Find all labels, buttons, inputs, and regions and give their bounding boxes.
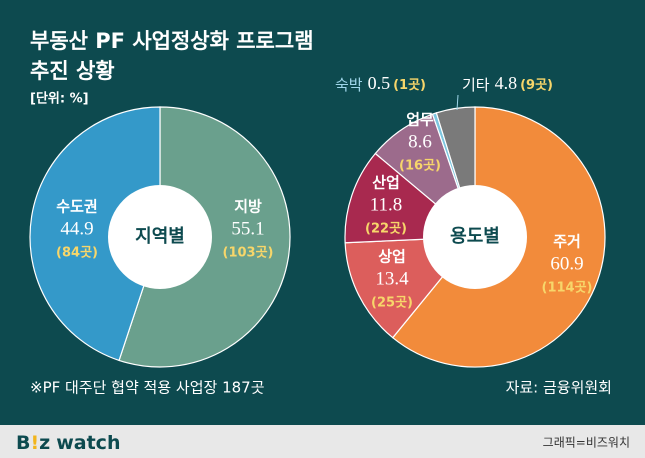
slice-name: 주거	[553, 233, 581, 251]
slice-name: 수도권	[56, 198, 97, 216]
slice-name: 숙박	[335, 76, 363, 94]
slice-value: 55.1	[231, 218, 264, 239]
logo-mark: !	[30, 432, 39, 454]
slice-value: 44.9	[60, 218, 93, 239]
leader-line	[456, 94, 459, 111]
slice-count: (22곳)	[365, 222, 407, 237]
slice-label: 숙박 0.5 (1곳)	[335, 73, 426, 93]
slice-count: (16곳)	[399, 159, 441, 174]
slice-value: 0.5	[368, 73, 391, 93]
center-label: 용도별	[450, 226, 500, 247]
note: ※PF 대주단 협약 적용 사업장 187곳	[30, 379, 265, 397]
logo-watch: watch	[56, 432, 120, 454]
slice-count: (9곳)	[520, 78, 553, 93]
center-circle	[108, 185, 212, 289]
slice-label: 기타 4.8 (9곳)	[462, 73, 553, 93]
logo: B!z watch	[16, 432, 120, 454]
slice-name: 업무	[406, 111, 434, 129]
slice-value: 13.4	[375, 268, 409, 289]
slice-value: 4.8	[495, 73, 518, 93]
title: 부동산 PF 사업정상화 프로그램	[30, 29, 314, 53]
slice-value: 11.8	[370, 194, 403, 215]
logo-b: B	[16, 432, 30, 454]
slice-value: 60.9	[550, 253, 583, 274]
logo-z: z	[39, 432, 50, 454]
center-label: 지역별	[135, 226, 185, 247]
slice-count: (103곳)	[223, 246, 274, 261]
pie-slice	[29, 106, 161, 362]
slice-name: 산업	[372, 174, 400, 192]
slice-name: 상업	[378, 248, 406, 266]
slice-count: (25곳)	[371, 296, 413, 311]
slice-count: (114곳)	[542, 281, 593, 296]
footer-band	[0, 425, 645, 458]
slice-name: 기타	[462, 76, 490, 94]
unit: [단위: %]	[30, 91, 89, 107]
center-circle	[423, 185, 527, 289]
source: 자료: 금융위원회	[506, 379, 612, 397]
slice-count: (84곳)	[56, 246, 98, 261]
slice-name: 지방	[234, 198, 262, 216]
subtitle: 추진 상황	[30, 59, 115, 83]
slice-count: (1곳)	[393, 78, 426, 93]
slice-value: 8.6	[408, 131, 432, 152]
credit: 그래픽=비즈워치	[543, 436, 630, 450]
